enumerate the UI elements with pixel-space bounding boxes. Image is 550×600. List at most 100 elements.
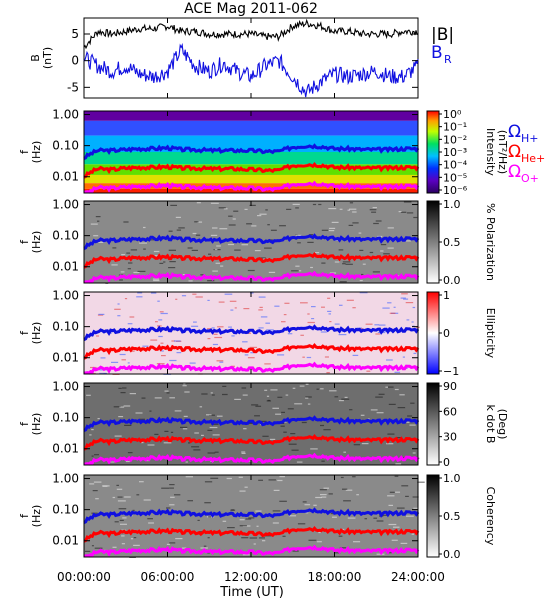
- colorbar-tick: 0: [443, 456, 450, 469]
- field-y-ticks: 5 0 -5: [67, 27, 418, 94]
- field-y-tick: -5: [67, 80, 79, 94]
- panel-kdotb: 1.00 0.10 0.01 f (Hz) 90 60 30 0 k dot B (Deg): [18, 380, 509, 469]
- freq-y-label: (Hz): [30, 231, 43, 254]
- field-y-tick: 0: [71, 54, 79, 68]
- freq-y-tick: 0.01: [52, 442, 79, 456]
- freq-y-tick: 0.10: [52, 320, 79, 334]
- gyro-line-o-plus: [84, 544, 420, 558]
- colorbar-tick: 10⁰: [443, 108, 462, 121]
- legend-h-plus: Ω H+: [508, 122, 539, 145]
- freq-y-label: f: [18, 239, 31, 244]
- colorbar-tick: 10⁻⁵: [443, 171, 467, 184]
- colorbar-tick: 1: [443, 289, 450, 302]
- gyro-line-o-plus: [84, 452, 420, 466]
- colorbar-tick: 1.0: [443, 472, 461, 485]
- freq-y-label: (Hz): [30, 505, 43, 528]
- field-y-label-unit: (nT): [41, 47, 54, 69]
- time-axis-label: Time (UT): [219, 585, 284, 600]
- freq-y-tick: 1.00: [52, 289, 79, 303]
- colorbar-label: (nT²/Hz): [496, 130, 509, 174]
- legend-abs-b: |B|: [431, 25, 454, 45]
- svg-text:H+: H+: [521, 132, 539, 145]
- colorbar-label: k dot B: [484, 405, 497, 444]
- field-series: [83, 18, 419, 98]
- colorbar-tick: 0.0: [443, 274, 461, 287]
- colorbar-ellipticity: [426, 291, 440, 375]
- panel-coherency: 1.00 0.10 0.01 f (Hz) 1.0 0.5 0.0 Coherency: [18, 472, 497, 561]
- colorbar-tick: 10⁻¹: [443, 121, 467, 134]
- gyro-line-h-plus: [83, 507, 420, 524]
- svg-text:He+: He+: [521, 152, 545, 165]
- colorbar-tick: 1.0: [443, 198, 461, 211]
- freq-y-tick: 0.10: [52, 139, 79, 153]
- time-tick-label: 24:00:00: [391, 570, 445, 584]
- gyro-legend: Ω H+ Ω He+ Ω O+: [508, 122, 545, 185]
- gyro-line-he-plus: [83, 162, 420, 179]
- colorbar-label: Ellipticity: [484, 308, 497, 359]
- panel-ellipticity: 1.00 0.10 0.01 f (Hz) 1 0 −1 Ellipticity: [18, 289, 497, 378]
- freq-y-label: f: [18, 421, 31, 426]
- gyro-line-he-plus: [83, 526, 420, 543]
- panel-polarization: 1.00 0.10 0.01 f (Hz) 1.0 0.5 0.0 % Polarization: [18, 198, 497, 287]
- gyro-line-o-plus: [84, 270, 420, 284]
- colorbar-tick: 10⁻²: [443, 133, 467, 146]
- freq-y-tick: 0.10: [52, 411, 79, 425]
- svg-text:R: R: [444, 53, 452, 66]
- gyro-line-h-plus: [83, 233, 420, 250]
- colorbar-tick: 0.5: [443, 236, 461, 249]
- colorbar-kdotb: [426, 382, 440, 466]
- time-axis: 00:00:00 06:00:00 12:00:00 18:00:00 24:00:00: [57, 18, 445, 584]
- legend-o-plus: Ω O+: [508, 162, 539, 185]
- colorbar-tick: 10⁻⁶: [443, 184, 468, 197]
- panel-magnetic-field: 5 0 -5 B (nT) |B| B R: [29, 17, 454, 99]
- colorbar-polarization: [426, 200, 440, 284]
- svg-text:Ω: Ω: [508, 162, 521, 182]
- time-tick-label: 18:00:00: [308, 570, 362, 584]
- gyro-line-h-plus: [83, 324, 420, 341]
- freq-y-label: f: [18, 149, 31, 154]
- svg-text:B: B: [431, 43, 443, 63]
- svg-text:O+: O+: [521, 172, 539, 185]
- freq-y-tick: 1.00: [52, 380, 79, 394]
- colorbar-tick: 0.0: [443, 548, 461, 561]
- freq-y-tick: 0.01: [52, 260, 79, 274]
- freq-y-label: (Hz): [30, 322, 43, 345]
- colorbar-coherency: [426, 474, 440, 558]
- freq-y-label: f: [18, 513, 31, 518]
- freq-y-label: (Hz): [30, 413, 43, 436]
- colorbar-label: Intensity: [484, 128, 497, 176]
- freq-y-tick: 0.10: [52, 503, 79, 517]
- freq-y-tick: 1.00: [52, 472, 79, 486]
- gyro-line-h-plus: [83, 415, 420, 432]
- gyro-line-o-plus: [84, 361, 420, 375]
- gyro-line-o-plus: [84, 180, 420, 194]
- chart-title: ACE Mag 2011-062: [184, 1, 318, 17]
- time-tick-label: 12:00:00: [224, 570, 278, 584]
- freq-y-label: f: [18, 330, 31, 335]
- svg-text:Ω: Ω: [508, 142, 521, 162]
- time-tick-label: 00:00:00: [57, 570, 111, 584]
- time-tick-label: 06:00:00: [141, 570, 195, 584]
- series-line-abs-b: [83, 18, 419, 50]
- colorbar-intensity: [426, 110, 440, 194]
- spectrogram-panels: 1.000.100.01f (Hz)10⁰10⁻¹10⁻²10⁻³10⁻⁴10⁻⁵…: [18, 108, 509, 561]
- gyro-line-he-plus: [83, 252, 420, 269]
- gyro-line-h-plus: [83, 143, 420, 160]
- panel-intensity: 1.00 0.10 0.01 f (Hz) 10⁰10⁻¹10⁻²10⁻³10⁻⁴10⁻⁵…: [18, 108, 509, 197]
- freq-y-tick: 0.01: [52, 534, 79, 548]
- colorbar-tick: 0: [443, 327, 450, 340]
- field-y-label-b: B: [29, 54, 42, 62]
- freq-y-tick: 0.10: [52, 229, 79, 243]
- svg-text:Ω: Ω: [508, 122, 521, 142]
- field-y-tick: 5: [71, 27, 79, 41]
- freq-y-tick: 0.01: [52, 170, 79, 184]
- colorbar-tick: 10⁻³: [443, 146, 467, 159]
- colorbar-tick: 0.5: [443, 510, 461, 523]
- colorbar-tick: 30: [443, 431, 457, 444]
- freq-y-label: (Hz): [30, 141, 43, 164]
- legend-br: B R: [431, 43, 452, 66]
- freq-y-tick: 1.00: [52, 108, 79, 122]
- colorbar-label: Coherency: [484, 487, 497, 546]
- colorbar-tick: −1: [443, 365, 459, 378]
